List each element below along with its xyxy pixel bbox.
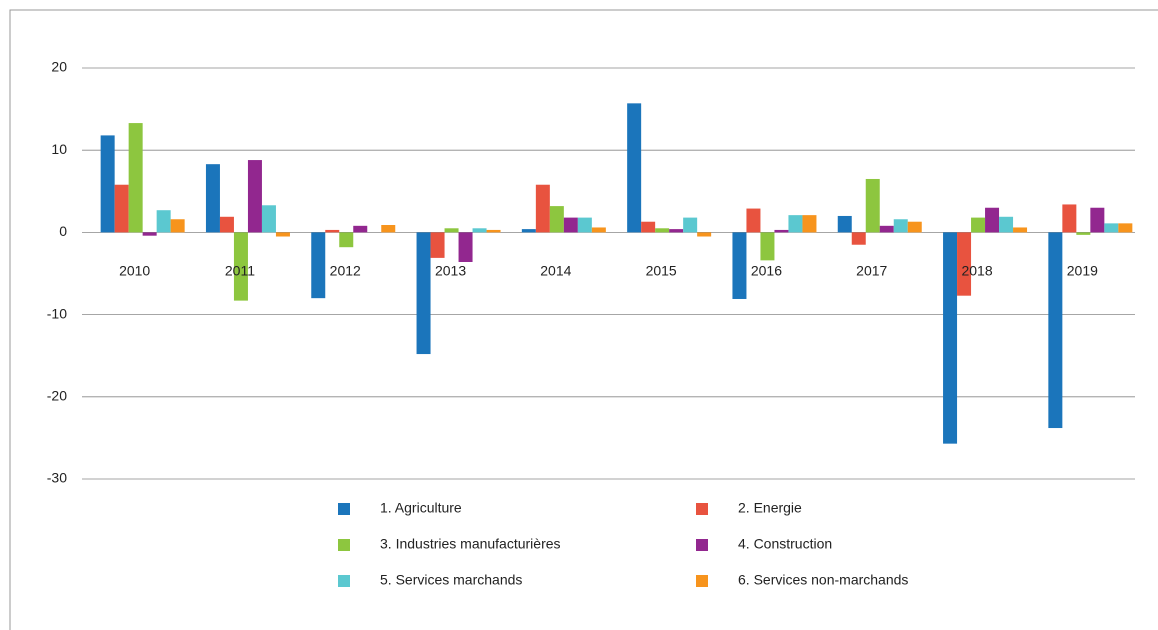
- legend-label: 6. Services non-marchands: [738, 572, 908, 588]
- bar: [879, 225, 894, 233]
- bar: [156, 210, 171, 233]
- bar: [549, 206, 564, 233]
- x-tick-label: 2014: [540, 263, 571, 279]
- legend-label: 2. Energie: [738, 500, 802, 516]
- bar: [851, 232, 866, 245]
- bar: [732, 232, 747, 299]
- bar: [591, 227, 606, 233]
- bar: [865, 178, 880, 233]
- legend-swatch: [338, 503, 350, 515]
- bar: [275, 232, 290, 237]
- x-tick-label: 2011: [225, 263, 255, 279]
- bar: [416, 232, 431, 355]
- x-tick-label: 2016: [751, 263, 782, 279]
- bar: [577, 217, 592, 233]
- x-tick-label: 2019: [1067, 263, 1098, 279]
- x-tick-label: 2018: [961, 263, 992, 279]
- x-tick-label: 2013: [435, 263, 466, 279]
- bar: [907, 221, 922, 233]
- x-tick-label: 2017: [856, 263, 887, 279]
- legend-swatch: [696, 503, 708, 515]
- bar: [339, 232, 354, 248]
- legend-label: 5. Services marchands: [380, 572, 522, 588]
- bar: [563, 217, 578, 233]
- bar: [774, 229, 789, 233]
- x-tick-label: 2012: [330, 263, 361, 279]
- bar: [655, 228, 670, 233]
- bar: [788, 215, 803, 233]
- bar: [1090, 207, 1105, 233]
- y-tick-label: -30: [47, 470, 67, 486]
- bar: [535, 184, 550, 233]
- bar: [458, 232, 473, 262]
- bar: [760, 232, 775, 261]
- bar: [325, 229, 340, 233]
- bar: [142, 232, 157, 236]
- bar: [472, 228, 487, 233]
- bar: [985, 207, 1000, 233]
- bar: [697, 232, 712, 237]
- y-tick-label: 0: [59, 223, 67, 239]
- legend-swatch: [338, 575, 350, 587]
- bar: [1076, 232, 1091, 235]
- bar: [971, 217, 986, 233]
- bar: [219, 216, 234, 233]
- y-tick-label: 10: [51, 141, 67, 157]
- bar: [381, 225, 396, 233]
- y-tick-label: -10: [47, 305, 67, 321]
- bar: [170, 219, 185, 233]
- bar: [802, 215, 817, 233]
- bar: [627, 103, 642, 233]
- bar: [683, 217, 698, 233]
- bar: [999, 216, 1014, 233]
- bar: [641, 221, 656, 233]
- bar: [128, 123, 143, 233]
- bar: [311, 232, 326, 299]
- legend-label: 3. Industries manufacturières: [380, 536, 561, 552]
- chart-frame: [9, 9, 1158, 630]
- x-tick-label: 2010: [119, 263, 150, 279]
- legend-swatch: [696, 575, 708, 587]
- bar: [1118, 223, 1133, 233]
- bar: [233, 232, 248, 301]
- bar: [893, 219, 908, 233]
- bar: [746, 208, 761, 233]
- bar: [837, 215, 852, 233]
- bar: [1104, 223, 1119, 233]
- bar: [521, 229, 536, 233]
- bar: [114, 184, 129, 233]
- bar: [943, 232, 958, 444]
- bar: [1048, 232, 1063, 429]
- legend-label: 1. Agriculture: [380, 500, 462, 516]
- bar: [430, 232, 445, 258]
- bar: [261, 205, 276, 233]
- bar: [486, 229, 501, 233]
- bar: [247, 160, 262, 233]
- y-tick-label: -20: [47, 388, 67, 404]
- bar: [1013, 227, 1028, 233]
- bar: [669, 229, 684, 233]
- legend-swatch: [696, 539, 708, 551]
- bar: [100, 135, 115, 233]
- y-tick-label: 20: [51, 59, 67, 75]
- bar: [957, 232, 972, 296]
- legend-swatch: [338, 539, 350, 551]
- bar: [444, 228, 459, 233]
- bar: [1062, 204, 1077, 233]
- legend-label: 4. Construction: [738, 536, 832, 552]
- bar: [353, 225, 368, 233]
- x-tick-label: 2015: [646, 263, 677, 279]
- bar: [205, 164, 220, 233]
